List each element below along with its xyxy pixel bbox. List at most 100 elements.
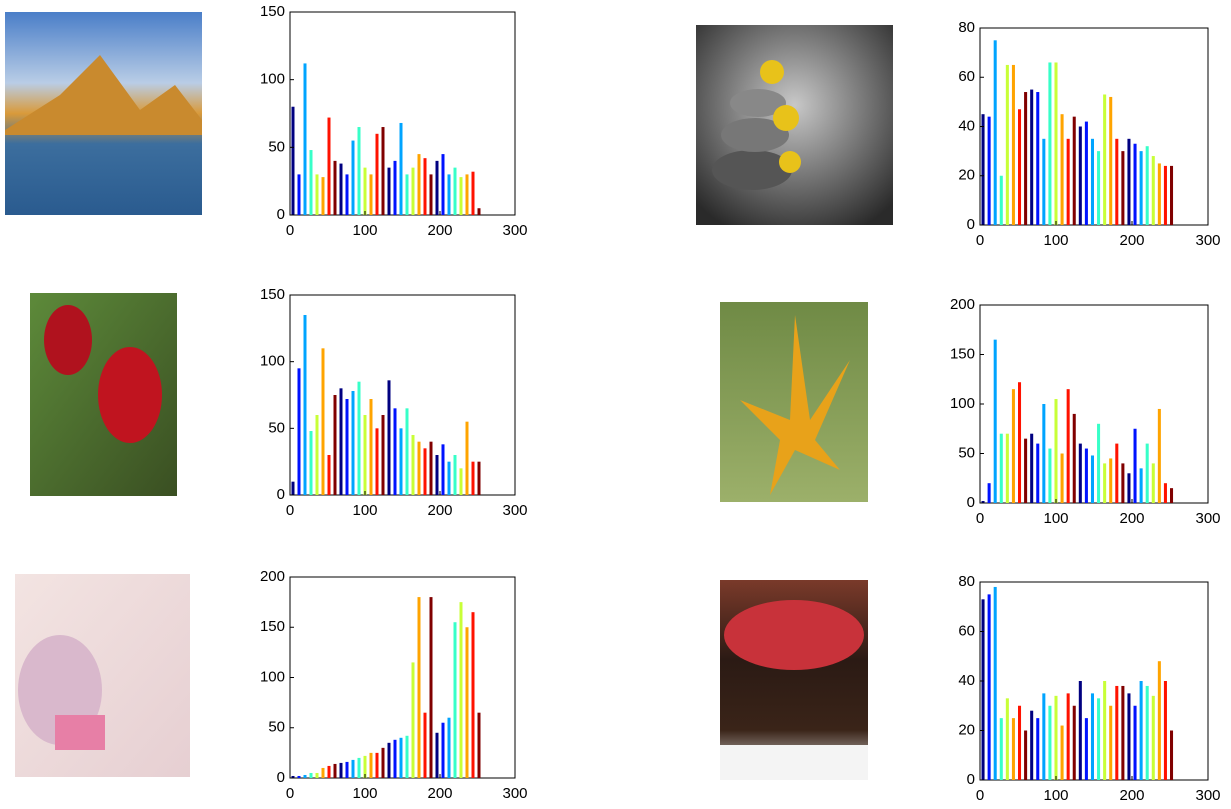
bar [1036, 444, 1039, 503]
bar [1152, 463, 1155, 503]
bar [1121, 151, 1124, 225]
bar [346, 762, 349, 778]
x-tick-label: 100 [352, 222, 377, 239]
bar [988, 594, 991, 780]
bar [1000, 718, 1003, 780]
figure: 0100200300050100150010020030002040608001… [0, 0, 1231, 809]
y-tick-label: 50 [958, 444, 975, 461]
bar [1085, 449, 1088, 503]
y-tick-label: 0 [277, 769, 285, 786]
x-tick-label: 200 [1119, 232, 1144, 249]
y-tick-label: 0 [277, 486, 285, 503]
bar [1042, 404, 1045, 503]
bar [352, 141, 355, 215]
bar [394, 161, 397, 215]
x-tick-label: 200 [427, 785, 452, 802]
bar [1158, 661, 1161, 780]
bar [472, 462, 475, 495]
x-tick-label: 200 [427, 502, 452, 519]
bar [1091, 455, 1094, 503]
bar [1158, 409, 1161, 503]
page: {"chart_data": [ {"type": "bar", "colorm… [0, 0, 1231, 809]
bar [346, 399, 349, 495]
photo-card [15, 574, 190, 777]
bar [1073, 414, 1076, 503]
bar [370, 399, 373, 495]
x-tick-label: 300 [1195, 510, 1220, 527]
bar [1067, 139, 1070, 225]
bar [1170, 166, 1173, 225]
bar [1097, 698, 1100, 780]
x-tick-label: 200 [1119, 510, 1144, 527]
bar [478, 713, 481, 778]
bar [1073, 706, 1076, 780]
bar [1140, 468, 1143, 503]
y-tick-label: 0 [967, 494, 975, 511]
y-tick-label: 80 [958, 573, 975, 590]
bar [1036, 718, 1039, 780]
bar [1000, 434, 1003, 503]
bar [472, 612, 475, 778]
bar [394, 740, 397, 778]
bar [436, 455, 439, 495]
bar [394, 408, 397, 495]
bar [376, 428, 379, 495]
y-tick-label: 150 [260, 286, 285, 303]
bar [1091, 139, 1094, 225]
bar [1048, 62, 1051, 225]
bar [418, 442, 421, 495]
bar [1079, 681, 1082, 780]
bar [466, 174, 469, 215]
bar [418, 154, 421, 215]
bar [382, 127, 385, 215]
bar [382, 748, 385, 778]
bar [424, 448, 427, 495]
bar [1024, 439, 1027, 503]
bar [1127, 139, 1130, 225]
bar [988, 117, 991, 225]
bar [448, 462, 451, 495]
x-tick-label: 100 [352, 502, 377, 519]
y-tick-label: 60 [958, 68, 975, 85]
bar [412, 662, 415, 778]
bar [994, 340, 997, 503]
bar [304, 775, 307, 778]
y-tick-label: 100 [950, 395, 975, 412]
bar [442, 154, 445, 215]
bar [316, 773, 319, 778]
bar [1152, 156, 1155, 225]
bar [1085, 122, 1088, 225]
bar [1121, 463, 1124, 503]
bar [1006, 698, 1009, 780]
y-tick-label: 20 [958, 721, 975, 738]
bar [460, 177, 463, 215]
bar [400, 123, 403, 215]
bar [1054, 62, 1057, 225]
bar [1158, 163, 1161, 225]
y-tick-label: 100 [260, 668, 285, 685]
bar [370, 174, 373, 215]
bar [1042, 693, 1045, 780]
bar [478, 462, 481, 495]
bar [442, 723, 445, 778]
bar [412, 435, 415, 495]
y-tick-label: 0 [277, 206, 285, 223]
x-tick-label: 0 [976, 232, 984, 249]
bar [1061, 114, 1064, 225]
bar [328, 455, 331, 495]
bar [424, 158, 427, 215]
y-tick-label: 200 [950, 296, 975, 313]
bar [430, 174, 433, 215]
bar [316, 174, 319, 215]
bar [1103, 681, 1106, 780]
bar [340, 164, 343, 215]
y-tick-label: 150 [950, 345, 975, 362]
y-tick-label: 50 [268, 419, 285, 436]
bar [460, 468, 463, 495]
x-tick-label: 100 [1043, 232, 1068, 249]
bar [1109, 458, 1112, 503]
x-tick-label: 300 [1195, 787, 1220, 804]
bar [364, 415, 367, 495]
bar [334, 395, 337, 495]
bar [376, 134, 379, 215]
